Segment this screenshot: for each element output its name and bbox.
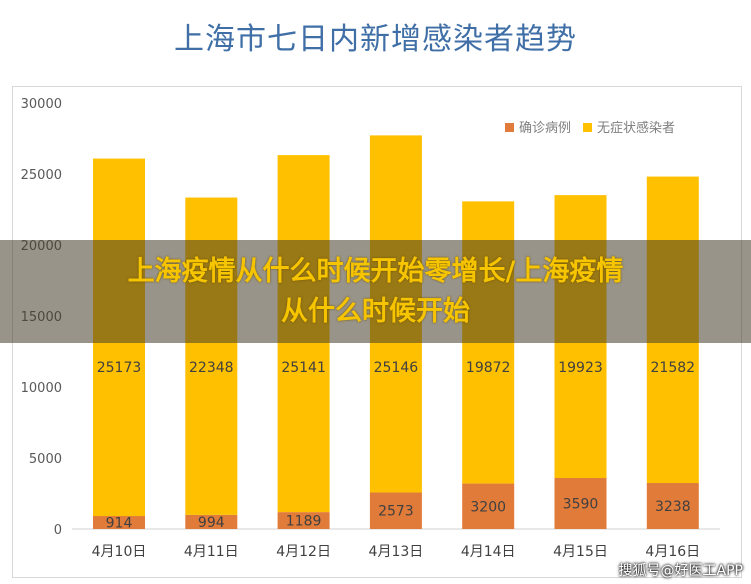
data-label: 1189 <box>286 514 322 530</box>
bar-confirmed <box>277 512 330 529</box>
data-label: 914 <box>106 516 133 532</box>
data-label: 994 <box>198 515 225 531</box>
legend-label: 无症状感染者 <box>597 120 675 136</box>
data-label: 19923 <box>558 360 603 376</box>
data-label: 22348 <box>189 360 234 376</box>
y-tick-label: 30000 <box>21 97 62 112</box>
y-tick-label: 25000 <box>21 168 62 183</box>
x-tick-label: 4月16日 <box>645 544 700 560</box>
data-label: 25173 <box>97 360 142 376</box>
legend-swatch <box>505 123 514 132</box>
x-tick-label: 4月15日 <box>553 544 608 560</box>
watermark: 搜狐号@好医工APP <box>618 563 743 579</box>
x-tick-label: 4月10日 <box>92 544 147 560</box>
x-tick-label: 4月11日 <box>184 544 239 560</box>
bar-confirmed <box>554 478 607 529</box>
y-tick-label: 5000 <box>29 452 62 467</box>
headline-line-1: 上海疫情从什么时候开始零增长/上海疫情 <box>127 255 624 287</box>
data-label: 3200 <box>470 499 506 515</box>
bar-confirmed <box>93 516 145 529</box>
data-label: 3238 <box>655 499 691 515</box>
x-tick-label: 4月13日 <box>369 544 424 560</box>
data-label: 25146 <box>374 360 419 376</box>
legend-label: 确诊病例 <box>519 121 571 136</box>
x-tick-label: 4月14日 <box>461 544 516 560</box>
legend-swatch <box>583 123 592 132</box>
headline-overlay: 上海疫情从什么时候开始零增长/上海疫情 从什么时候开始 <box>0 240 751 343</box>
data-label: 2573 <box>378 504 414 520</box>
data-label: 19872 <box>466 360 511 376</box>
chart-title: 上海市七日内新增感染者趋势 <box>174 22 577 57</box>
y-tick-label: 0 <box>54 523 62 538</box>
bar-confirmed <box>646 483 699 529</box>
data-label: 3590 <box>563 497 599 513</box>
headline-line-2: 从什么时候开始 <box>281 295 470 327</box>
data-label: 25141 <box>281 360 326 376</box>
data-label: 21582 <box>651 360 696 376</box>
x-tick-label: 4月12日 <box>276 544 331 560</box>
bar-confirmed <box>369 492 422 529</box>
y-tick-label: 10000 <box>21 381 62 396</box>
bar-confirmed <box>462 483 515 529</box>
bar-confirmed <box>185 514 238 529</box>
